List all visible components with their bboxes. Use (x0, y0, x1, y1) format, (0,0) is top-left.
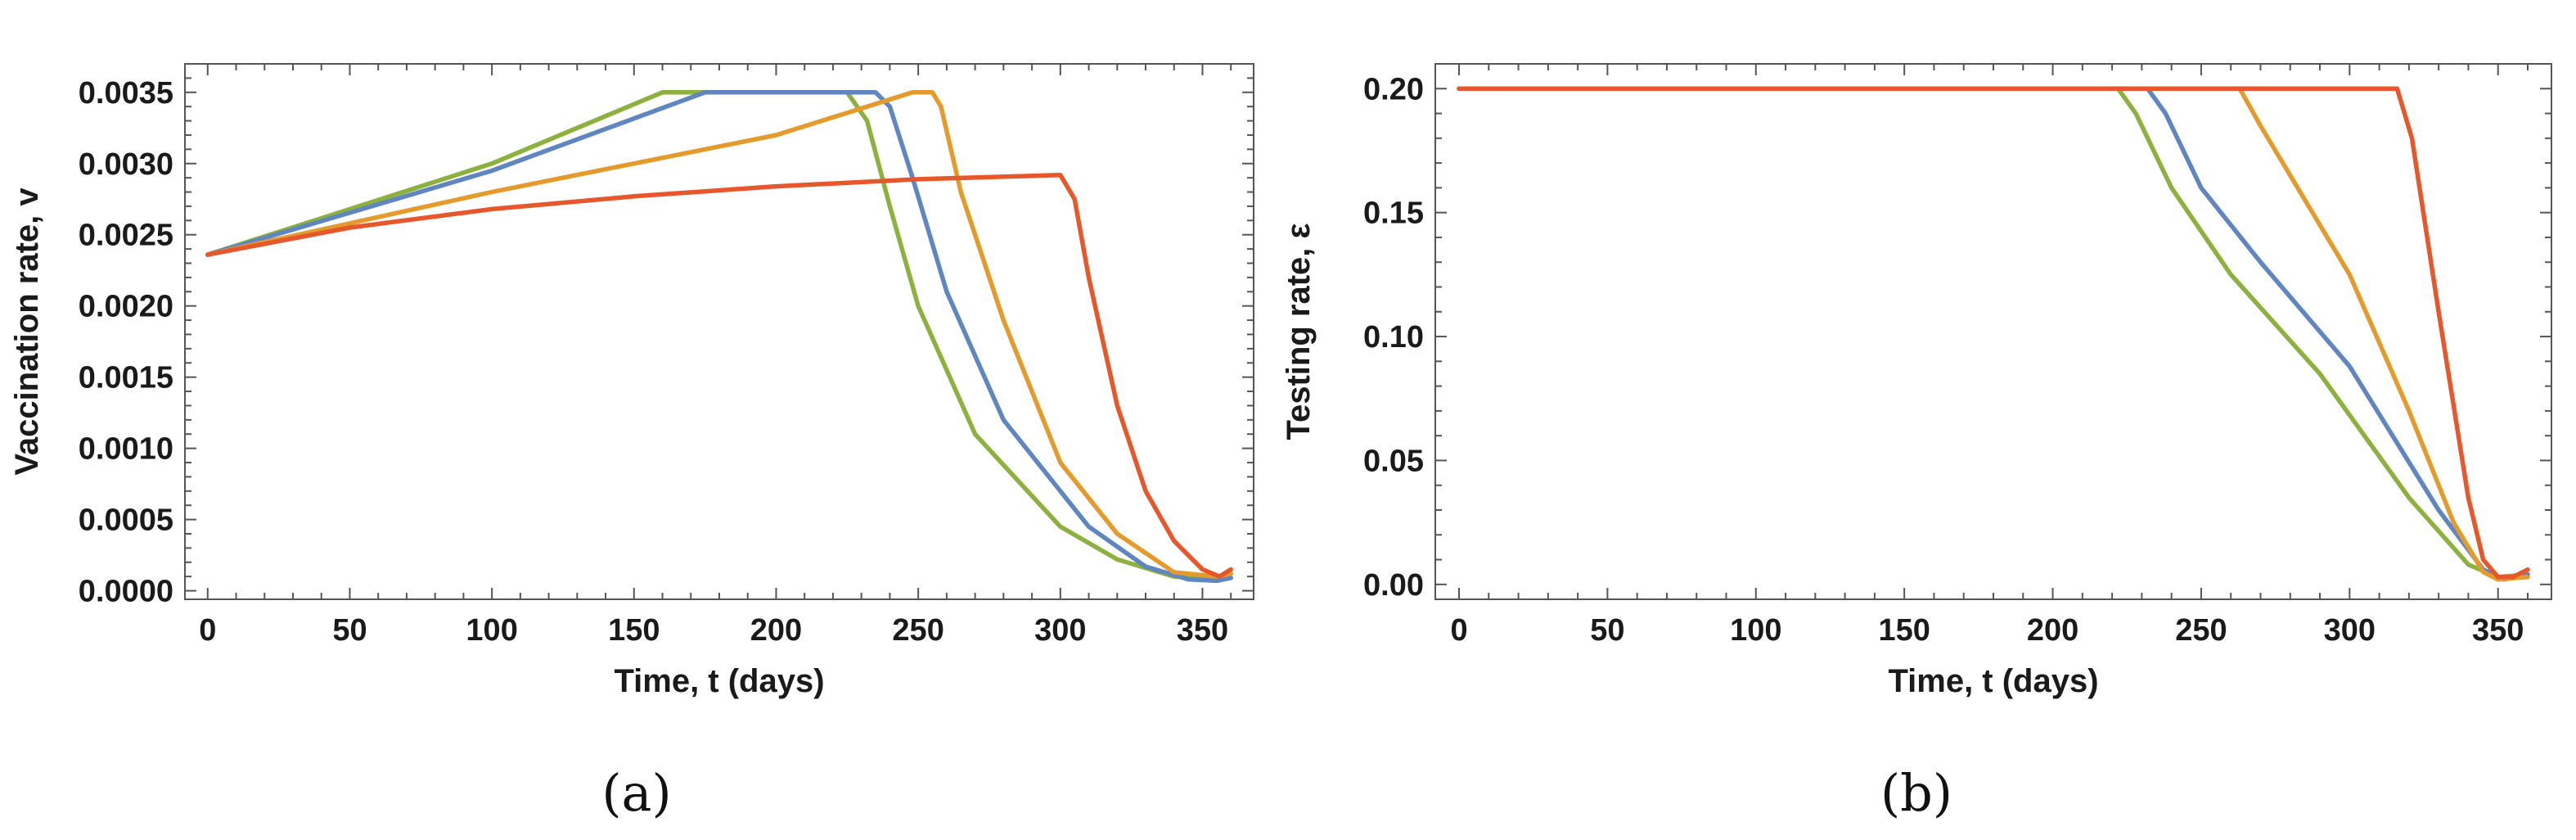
series-line-orange (1457, 86, 2530, 582)
x-tick-label: 100 (466, 613, 517, 648)
series-line-blue (205, 90, 1233, 584)
x-tick-label: 200 (2027, 613, 2078, 648)
x-tick-label: 0 (1450, 613, 1467, 648)
x-tick-label: 50 (1590, 613, 1624, 648)
x-tick-label: 0 (199, 613, 216, 648)
series-line-red (205, 172, 1233, 579)
y-tick-label: 0.0015 (79, 361, 173, 395)
x-tick-label: 300 (2324, 613, 2376, 648)
y-tick-label: 0.0030 (79, 147, 173, 182)
y-tick-label: 0.0000 (79, 575, 173, 609)
x-tick-label: 150 (1878, 613, 1930, 648)
plot-frame (1434, 63, 2552, 600)
y-tick-label: 0.00 (1363, 568, 1424, 603)
x-tick-label: 100 (1730, 613, 1781, 648)
series-line-orange (205, 90, 1233, 579)
y-axis-title: Vaccination rate, v (9, 187, 45, 476)
panel-label: (b) (1880, 763, 1952, 823)
x-tick-label: 200 (750, 613, 802, 648)
x-tick-label: 50 (332, 613, 367, 648)
chart-panel-a: 0 50 100 150 200 250 300 350 0.0000 0.0005 0.0010 0… (9, 63, 1254, 823)
x-tick-label: 150 (608, 613, 660, 648)
y-tick-label: 0.0010 (79, 432, 173, 467)
panel-label: (a) (601, 763, 671, 823)
y-tick-label: 0.15 (1363, 196, 1424, 231)
y-tick-label: 0.05 (1363, 444, 1424, 478)
y-tick-label: 0.20 (1363, 72, 1424, 106)
series-line-blue (1457, 86, 2530, 582)
series-line-green (205, 90, 1233, 582)
x-axis-title: Time, t (days) (614, 663, 824, 699)
chart-panel-b: 0 50 100 150 200 250 300 350 0.00 0.05 0.10 0.15 0.2… (1281, 63, 2552, 823)
x-tick-label: 350 (1177, 613, 1228, 648)
y-tick-label: 0.10 (1363, 320, 1424, 355)
x-tick-label: 250 (892, 613, 943, 648)
series-line-red (1457, 86, 2530, 580)
y-axis-title: Testing rate, ε (1281, 224, 1317, 440)
y-tick-label: 0.0025 (79, 219, 173, 253)
x-tick-label: 250 (2175, 613, 2227, 648)
y-tick-label: 0.0035 (79, 76, 173, 111)
x-tick-label: 350 (2472, 613, 2524, 648)
series-line-green (1457, 86, 2530, 580)
y-tick-label: 0.0020 (79, 290, 173, 324)
y-tick-label: 0.0005 (79, 504, 173, 538)
x-axis-title: Time, t (days) (1888, 663, 2098, 699)
x-tick-label: 300 (1034, 613, 1086, 648)
